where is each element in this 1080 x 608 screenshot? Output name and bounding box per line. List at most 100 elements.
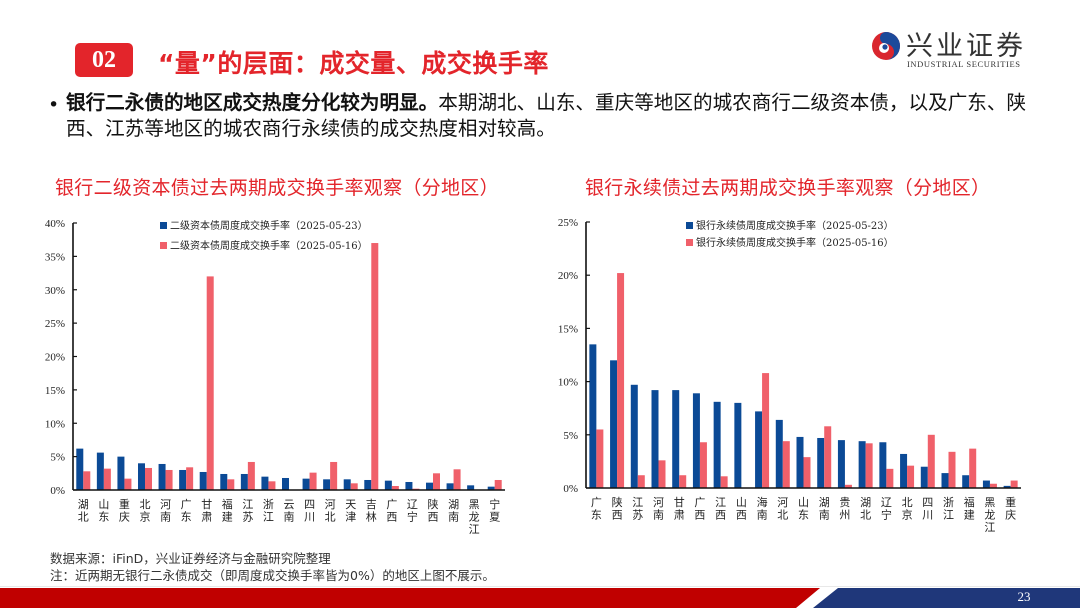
bar-previous: [948, 451, 956, 488]
bar-current: [487, 486, 495, 490]
x-axis-label: 甘肃: [674, 496, 685, 522]
y-tick-label: 10%: [45, 418, 65, 430]
bar-current: [117, 456, 125, 491]
company-logo: 兴业证券 INDUSTRIAL SECURITIES: [870, 26, 1060, 70]
bar-current: [384, 480, 392, 490]
x-axis-label: 陕西: [428, 497, 439, 524]
bar-current: [755, 411, 763, 488]
bar-current: [405, 481, 413, 490]
bar-current: [941, 473, 949, 488]
bar-current: [446, 483, 454, 490]
footer-blue-band: [813, 588, 1080, 608]
y-tick-label: 15%: [45, 385, 65, 397]
bar-current: [837, 440, 845, 488]
bar-current: [240, 473, 248, 490]
bar-previous: [494, 479, 502, 490]
bar-previous: [268, 481, 276, 490]
bar-current: [261, 476, 269, 490]
x-axis-label: 湖南: [819, 496, 830, 522]
perpetual-bond-turnover-chart: 广东陕西江苏河南甘肃广西江西山西海南河北山东湖南贵州湖北辽宁北京四川浙江福建黑龙…: [558, 217, 1021, 534]
y-tick-label: 10%: [558, 377, 578, 389]
bar-previous: [824, 426, 832, 488]
bar-current: [858, 441, 866, 488]
bar-current: [817, 437, 825, 488]
bar-current: [158, 463, 166, 490]
logo-swirl-icon: [872, 32, 900, 60]
bar-current: [343, 479, 351, 490]
bar-current: [796, 436, 804, 488]
x-axis-label: 湖北: [860, 496, 871, 522]
x-axis-label: 广东: [181, 498, 192, 524]
bar-current: [692, 393, 700, 488]
footer-bar: [0, 586, 1080, 608]
x-axis-label: 海南: [757, 495, 768, 522]
left-chart-title: 银行二级资本债过去两期成交换手率观察（分地区）: [55, 177, 499, 199]
bar-current: [323, 479, 331, 490]
bar-current: [302, 478, 310, 490]
bar-current: [900, 453, 908, 488]
x-axis-label: 天津: [345, 498, 356, 524]
right-chart-title: 银行永续债过去两期成交换手率观察（分地区）: [585, 177, 991, 199]
page-number: 23: [1017, 589, 1031, 604]
x-axis-label: 河北: [325, 498, 336, 524]
bar-current: [220, 473, 228, 490]
bar-current: [651, 390, 659, 488]
bar-previous: [453, 469, 461, 490]
bar-previous: [989, 483, 997, 488]
bar-previous: [658, 460, 666, 488]
x-axis-label: 山东: [98, 498, 109, 524]
bar-current: [672, 390, 680, 488]
bar-previous: [596, 429, 604, 488]
x-axis-label: 云南: [284, 498, 295, 524]
x-axis-label: 北京: [902, 496, 913, 522]
bar-previous: [350, 483, 358, 490]
x-axis-label: 北京: [140, 498, 151, 524]
legend-label: 二级资本债周度成交换手率（2025-05-23）: [170, 219, 368, 232]
bar-previous: [309, 472, 317, 490]
x-axis-label: 广西: [694, 496, 705, 522]
bar-current: [364, 479, 372, 490]
x-axis-label: 湖北: [78, 498, 89, 524]
x-axis-label: 吉林: [366, 498, 377, 524]
y-tick-label: 0%: [50, 485, 65, 497]
y-tick-label: 0%: [563, 483, 578, 495]
legend-swatch-previous: [160, 242, 167, 249]
bar-current: [282, 477, 289, 491]
bar-current: [610, 360, 618, 488]
x-axis-label: 辽宁: [407, 498, 418, 524]
logo-english-name: INDUSTRIAL SECURITIES: [907, 59, 1021, 69]
legend-swatch-previous: [686, 239, 693, 246]
bar-previous: [865, 443, 873, 488]
y-tick-label: 25%: [45, 318, 65, 330]
x-axis-label: 广东: [591, 496, 602, 522]
bar-current: [467, 485, 475, 490]
x-axis-label: 重庆: [119, 497, 130, 524]
bullet-marker: •: [48, 94, 60, 116]
page-title: “量”的层面：成交量、成交换手率: [158, 49, 549, 78]
bar-previous: [103, 468, 111, 490]
x-axis-label: 广西: [386, 498, 397, 524]
bar-current: [1003, 485, 1011, 488]
bar-previous: [165, 469, 173, 490]
x-axis-label: 甘肃: [201, 498, 212, 524]
summary-paragraph: 银行二永债的地区成交热度分化较为明显。本期湖北、山东、重庆等地区的城农商行二级资…: [66, 90, 1034, 142]
y-tick-label: 25%: [558, 217, 578, 229]
x-axis-label: 浙江: [943, 496, 954, 522]
bar-previous: [433, 473, 440, 490]
bar-current: [96, 452, 104, 490]
x-axis-label: 福建: [222, 497, 233, 524]
bar-current: [138, 463, 145, 490]
bar-current: [962, 475, 970, 488]
bar-previous: [969, 448, 977, 488]
section-number-badge: 02: [75, 43, 133, 77]
bar-previous: [83, 471, 91, 490]
bar-previous: [782, 441, 790, 488]
summary-detail: 本期湖北、山东、重庆等地区的城农商行二级资本债，以及广东、陕西、江苏等地区的城农…: [66, 91, 1027, 140]
x-axis-label: 宁夏: [489, 497, 500, 524]
x-axis-label: 重庆: [1005, 495, 1016, 522]
bar-previous: [844, 484, 852, 488]
y-tick-label: 30%: [45, 285, 65, 297]
bar-previous: [145, 467, 152, 490]
x-axis-label: 江苏: [242, 498, 253, 524]
bar-previous: [1010, 480, 1018, 488]
